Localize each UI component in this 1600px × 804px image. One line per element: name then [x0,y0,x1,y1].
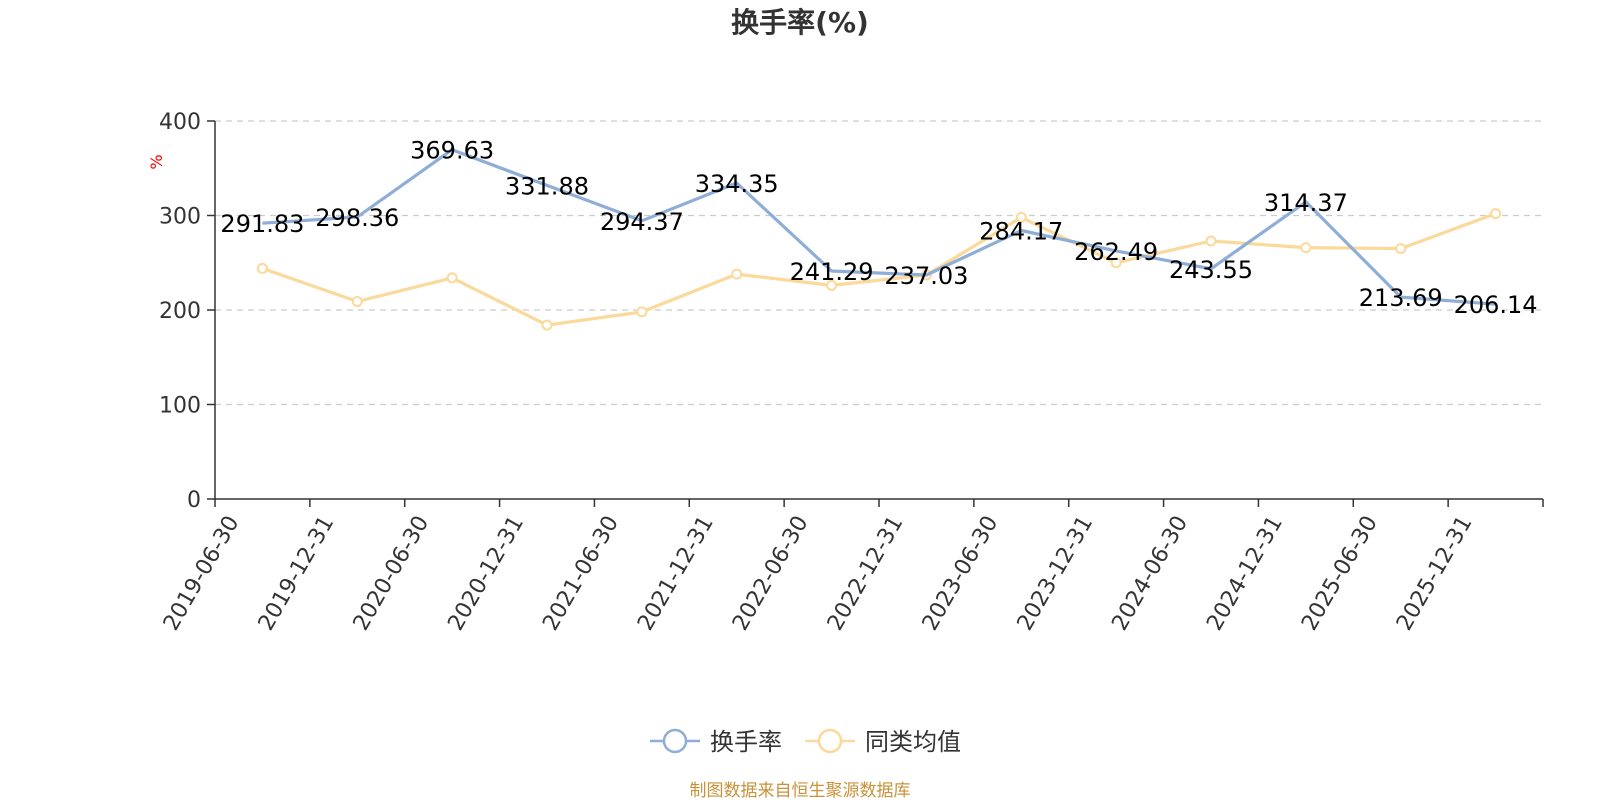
y-tick-label: 400 [159,110,201,135]
x-tick-label: 2019-12-31 [254,512,340,635]
x-tick-label: 2020-06-30 [349,512,435,635]
legend-marker [817,728,843,754]
gridlines [215,120,1543,406]
y-axis-label: % [147,154,166,169]
y-tick-label: 100 [159,394,201,419]
y-tick-label: 200 [159,299,201,324]
x-tick-label: 2024-06-30 [1107,512,1193,635]
series-line-peer-average [261,212,1497,327]
data-label: 206.14 [1454,291,1538,319]
legend-marker [662,728,688,754]
data-point [1490,208,1502,220]
data-label: 243.55 [1169,256,1253,284]
data-label: 291.83 [220,210,304,238]
data-point [1300,242,1312,254]
data-labels: 291.83 298.36 369.63 331.88 294.37 334.35 241.… [220,137,1537,319]
data-point [1395,243,1407,255]
data-label: 213.69 [1359,284,1443,312]
data-label: 334.35 [695,170,779,198]
series-line-turnover [262,148,1496,306]
data-label: 294.37 [600,208,684,236]
data-point [541,319,553,331]
data-point [826,279,838,291]
data-point [731,268,743,280]
y-tick-label: 0 [187,488,201,513]
data-label: 241.29 [790,258,874,286]
x-tick-label: 2019-06-30 [159,512,245,635]
data-point [446,272,458,284]
x-tick-label: 2022-06-30 [728,512,814,635]
y-tick-label: 300 [159,205,201,230]
data-point [1015,211,1027,223]
legend-item-turnover[interactable]: 换手率 [650,728,782,756]
legend-label: 换手率 [710,728,782,756]
data-point [636,306,648,318]
x-tick-label: 2021-06-30 [538,512,624,635]
data-point [351,295,363,307]
data-label: 331.88 [505,172,589,200]
legend: 换手率 同类均值 [650,728,961,756]
x-tick-label: 2024-12-31 [1202,512,1288,635]
chart-title: 换手率(%) [731,6,869,39]
x-tick-label: 2021-12-31 [633,512,719,635]
data-label: 262.49 [1074,238,1158,266]
data-point [1205,235,1217,247]
data-point [1110,257,1122,269]
data-label: 298.36 [315,204,399,232]
legend-item-peer-average[interactable]: 同类均值 [805,728,961,756]
x-tick-label: 2022-12-31 [823,512,909,635]
x-tick-label: 2020-12-31 [443,512,529,635]
x-tick-label: 2023-12-31 [1013,512,1099,635]
data-label: 314.37 [1264,189,1348,217]
x-tick-label: 2023-06-30 [918,512,1004,635]
x-tick-label: 2025-12-31 [1392,512,1478,635]
data-label: 284.17 [979,217,1063,245]
x-tick-label: 2025-06-30 [1297,512,1383,635]
data-label: 369.63 [410,137,494,165]
series-lines [256,148,1502,331]
legend-label: 同类均值 [865,728,961,756]
source-note: 制图数据来自恒生聚源数据库 [690,781,911,800]
data-point [256,262,268,274]
data-label: 237.03 [884,262,968,290]
